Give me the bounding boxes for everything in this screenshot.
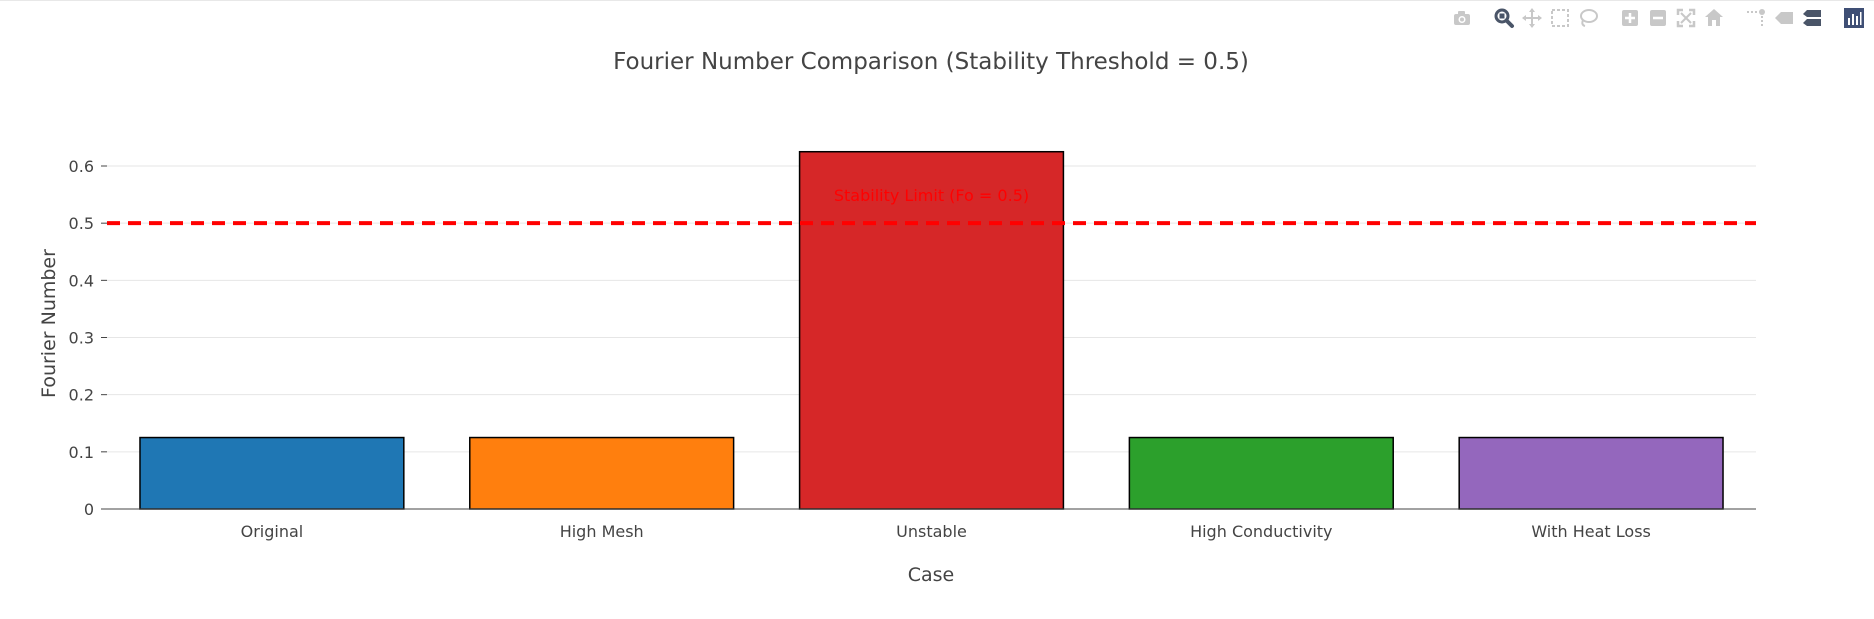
hover-closest-button[interactable] — [1770, 5, 1798, 31]
reset-axes-button[interactable] — [1700, 5, 1728, 31]
x-axis-title: Case — [908, 564, 955, 586]
threshold-layer: Stability Limit (Fo = 0.5) — [107, 186, 1756, 226]
hover-compare-button[interactable] — [1798, 5, 1826, 31]
modebar-group — [1840, 5, 1868, 31]
bar-with-heat-loss[interactable] — [1458, 436, 1724, 510]
lasso-select-button[interactable] — [1574, 5, 1602, 31]
modebar-group — [1616, 5, 1728, 31]
lasso-select-icon — [1580, 9, 1598, 27]
bar-high-mesh[interactable] — [469, 436, 735, 510]
bars — [139, 150, 1724, 510]
hover-closest-icon — [1775, 12, 1793, 24]
zoom-in-button[interactable] — [1616, 5, 1644, 31]
reset-axes-icon — [1705, 9, 1723, 26]
zoom-out-icon — [1650, 10, 1666, 26]
axes: 0 0.1 0.2 0.3 0.4 0.5 0.6 Original High Mesh Unst… — [69, 157, 1756, 541]
pan-button[interactable] — [1518, 5, 1546, 31]
spike-lines-button[interactable] — [1742, 5, 1770, 31]
spike-lines-icon — [1747, 9, 1765, 27]
camera-button[interactable] — [1448, 5, 1476, 31]
chart-title: Fourier Number Comparison (Stability Thr… — [613, 49, 1249, 75]
bar-high-conductivity[interactable] — [1128, 436, 1394, 510]
y-tick-label: 0.1 — [69, 443, 94, 462]
zoom-button[interactable] — [1490, 5, 1518, 31]
zoom-out-button[interactable] — [1644, 5, 1672, 31]
modebar-group — [1448, 5, 1476, 31]
top-divider — [0, 0, 1874, 1]
camera-icon — [1454, 11, 1470, 25]
box-select-button[interactable] — [1546, 5, 1574, 31]
y-tick-label: 0.3 — [69, 329, 94, 348]
zoom-in-icon — [1622, 10, 1638, 26]
x-tick-label: Unstable — [896, 522, 967, 541]
bar-unstable[interactable] — [798, 150, 1065, 510]
autoscale-icon — [1676, 8, 1696, 28]
modebar — [1434, 5, 1868, 31]
y-axis-title: Fourier Number — [38, 249, 60, 398]
modebar-group — [1490, 5, 1602, 31]
x-tick-label: High Conductivity — [1190, 522, 1332, 541]
zoom-icon — [1494, 8, 1514, 28]
plotly-logo-icon — [1844, 8, 1864, 28]
x-tick-label: Original — [241, 522, 304, 541]
threshold-annotation: Stability Limit (Fo = 0.5) — [834, 186, 1029, 205]
autoscale-button[interactable] — [1672, 5, 1700, 31]
x-tick-label: High Mesh — [560, 522, 644, 541]
y-tick-label: 0.4 — [69, 271, 94, 290]
plotly-logo-button[interactable] — [1840, 5, 1868, 31]
y-tick-label: 0.6 — [69, 157, 94, 176]
x-tick-label: With Heat Loss — [1531, 522, 1651, 541]
hover-compare-icon — [1803, 10, 1821, 26]
y-tick-label: 0.5 — [69, 214, 94, 233]
y-tick-label: 0 — [84, 500, 94, 519]
bar-original[interactable] — [139, 436, 405, 510]
box-select-icon — [1551, 9, 1569, 27]
modebar-group — [1742, 5, 1826, 31]
pan-icon — [1522, 8, 1542, 28]
y-tick-label: 0.2 — [69, 386, 94, 405]
